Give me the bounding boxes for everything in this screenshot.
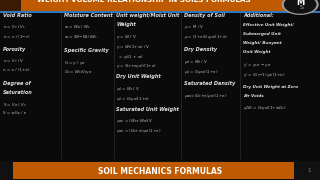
Text: Void Ratio: Void Ratio	[3, 13, 32, 18]
Bar	[0, 0, 320, 11]
Text: S = wGs / e: S = wGs / e	[3, 111, 27, 115]
Text: $\gamma_{sat}$ = ($W_s$+$W_w$)/V: $\gamma_{sat}$ = ($W_s$+$W_w$)/V	[116, 117, 154, 125]
Text: Unit weight/Moist Unit: Unit weight/Moist Unit	[116, 13, 180, 18]
Text: SOIL MECHANICS FORMULAS: SOIL MECHANICS FORMULAS	[98, 166, 222, 176]
Text: Air Voids: Air Voids	[243, 94, 264, 98]
Text: Saturated Density: Saturated Density	[184, 81, 235, 86]
Text: Dry Unit Weight: Dry Unit Weight	[116, 74, 161, 79]
Text: Unit Weight: Unit Weight	[243, 50, 270, 54]
Text: $\gamma$' = ($G_s$$-$1)$\gamma_w$/(1+e): $\gamma$' = ($G_s$$-$1)$\gamma_w$/(1+e)	[243, 71, 285, 79]
Text: $\gamma_{sat}$ = ($G_s$+e)$\gamma_w$/(1+e): $\gamma_{sat}$ = ($G_s$+e)$\gamma_w$/(1+…	[116, 127, 162, 135]
Text: Weight: Weight	[116, 22, 136, 27]
Text: $G_s$ = $W_s$/$V_s\gamma_w$: $G_s$ = $W_s$/$V_s\gamma_w$	[64, 68, 92, 76]
Text: 1: 1	[307, 168, 310, 174]
Text: Weight/ Buoyant: Weight/ Buoyant	[243, 41, 282, 45]
Text: $\gamma_d$ = $G_s\gamma_w$/(1+e): $\gamma_d$ = $G_s\gamma_w$/(1+e)	[116, 95, 150, 103]
Text: Porosity: Porosity	[3, 47, 27, 52]
Bar	[13, 162, 294, 179]
Text: Dry Unit Weight at Zero: Dry Unit Weight at Zero	[243, 85, 298, 89]
Text: w = $W_w$ / $W_s$: w = $W_w$ / $W_s$	[64, 23, 91, 31]
Bar	[0, 0, 21, 11]
Text: $\gamma_d$ = $W_s$ / V: $\gamma_d$ = $W_s$ / V	[116, 85, 141, 93]
Text: Saturation: Saturation	[3, 90, 33, 95]
Text: e = $V_v$ / $V_s$: e = $V_v$ / $V_s$	[3, 23, 26, 31]
Circle shape	[282, 0, 319, 15]
Text: $\gamma$ = $W_s$(1+w) / V: $\gamma$ = $W_s$(1+w) / V	[116, 43, 151, 51]
Text: n = e / (1+e): n = e / (1+e)	[3, 68, 30, 71]
Text: $\rho_d$ = $G_s\rho_w$/(1+e): $\rho_d$ = $G_s\rho_w$/(1+e)	[184, 68, 218, 75]
Text: Specific Gravity: Specific Gravity	[64, 48, 108, 53]
Text: G = $\gamma$ / $\gamma_w$: G = $\gamma$ / $\gamma_w$	[64, 58, 86, 66]
Text: Effective Unit Weight/: Effective Unit Weight/	[243, 23, 294, 27]
Text: w = (W$-$$W_s$)/$W_s$: w = (W$-$$W_s$)/$W_s$	[64, 33, 98, 41]
Text: Saturated Unit Weight: Saturated Unit Weight	[116, 107, 180, 112]
Text: $\gamma$ = W / V: $\gamma$ = W / V	[116, 33, 137, 41]
Circle shape	[284, 0, 316, 14]
Text: $\gamma_{ZAV}$ = $G_s\gamma_w$/(1+w$G_s$): $\gamma_{ZAV}$ = $G_s\gamma_w$/(1+w$G_s$…	[243, 104, 286, 112]
Text: Moisture Content: Moisture Content	[64, 13, 113, 18]
Text: Additional:: Additional:	[243, 13, 274, 18]
Text: $\gamma$ = ($S_e$+e$\gamma_w$)/(1+e): $\gamma$ = ($S_e$+e$\gamma_w$)/(1+e)	[116, 62, 157, 70]
Text: $\gamma$' = $\gamma_{sat}$ $-$ $\gamma_w$: $\gamma$' = $\gamma_{sat}$ $-$ $\gamma_w…	[243, 61, 271, 69]
Text: Submerged Unit: Submerged Unit	[243, 32, 281, 36]
Text: S = $V_w$ / $V_v$: S = $V_w$ / $V_v$	[3, 101, 27, 109]
Bar	[0, 161, 320, 180]
Text: M: M	[296, 0, 304, 7]
Text: Degree of: Degree of	[3, 81, 31, 86]
Text: = $\gamma_d$(1 + w): = $\gamma_d$(1 + w)	[116, 53, 144, 60]
Text: $\rho_{sat}$=($G_s$+e)$\rho_w$/(1+e): $\rho_{sat}$=($G_s$+e)$\rho_w$/(1+e)	[184, 92, 227, 100]
Text: e = n / (1$-$n): e = n / (1$-$n)	[3, 33, 31, 40]
Text: WEIGHT-VOLUME RELATIONSHIP IN SOILS FORMULAS: WEIGHT-VOLUME RELATIONSHIP IN SOILS FORM…	[37, 0, 251, 3]
Text: Dry Density: Dry Density	[184, 47, 217, 52]
Text: $\rho$ = (1+e)$G_s\rho_w$/(1+e): $\rho$ = (1+e)$G_s\rho_w$/(1+e)	[184, 33, 228, 41]
Text: S: S	[300, 5, 304, 10]
Text: $\rho$ = M / V: $\rho$ = M / V	[184, 23, 204, 31]
Bar	[21, 0, 294, 11]
Text: Density of Soil: Density of Soil	[184, 13, 225, 18]
Text: n = $V_v$ / V: n = $V_v$ / V	[3, 58, 25, 65]
Text: $\rho_d$ = $M_d$ / V: $\rho_d$ = $M_d$ / V	[184, 58, 208, 66]
